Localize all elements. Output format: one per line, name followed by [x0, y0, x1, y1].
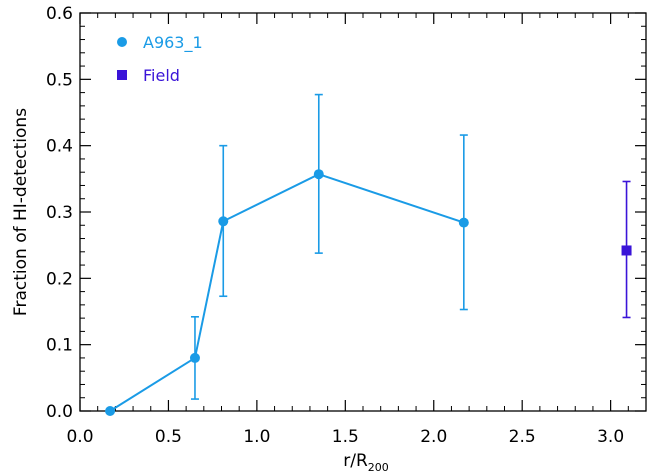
series-line [109, 173, 465, 412]
x-tick-label: 0.5 [155, 427, 182, 447]
axis-tick-labels: 0.0 0.5 1.0 1.5 2.0 2.5 3.0 0.0 0.1 0.2 0.3 0.4 0.5 0… [46, 4, 624, 447]
y-tick-label: 0.1 [46, 336, 73, 356]
x-axis-title-subscript: 200 [368, 461, 389, 474]
y-tick-label: 0.6 [46, 4, 73, 24]
y-tick-label: 0.3 [46, 203, 73, 223]
x-tick-label: 3.0 [597, 427, 624, 447]
x-axis-title: r/R200 [343, 451, 389, 474]
series-layer [105, 93, 632, 416]
y-axis-title: Fraction of HI-detections [11, 108, 31, 316]
legend-label: A963_1 [143, 33, 203, 53]
legend-label: Field [143, 66, 180, 85]
data-point [189, 352, 200, 363]
y-tick-label: 0.5 [46, 70, 73, 90]
legend-marker [117, 70, 127, 80]
data-point [458, 217, 469, 228]
x-tick-label: 0.0 [66, 427, 93, 447]
legend: A963_1 Field [117, 33, 203, 85]
y-tick-label: 0.4 [46, 137, 73, 157]
x-tick-label: 2.5 [509, 427, 536, 447]
x-tick-label: 1.5 [332, 427, 359, 447]
axis-ticks [79, 12, 646, 412]
x-tick-label: 2.0 [420, 427, 447, 447]
series-0 [105, 93, 469, 416]
x-tick-label: 1.0 [243, 427, 270, 447]
x-axis-title-main: r/R [343, 451, 368, 471]
data-point [313, 169, 324, 180]
data-point [218, 216, 229, 227]
data-point [105, 406, 116, 416]
series-1 [621, 180, 632, 319]
y-tick-label: 0.0 [46, 402, 73, 422]
data-point [621, 245, 632, 256]
legend-marker [117, 37, 127, 47]
y-tick-label: 0.2 [46, 269, 73, 289]
